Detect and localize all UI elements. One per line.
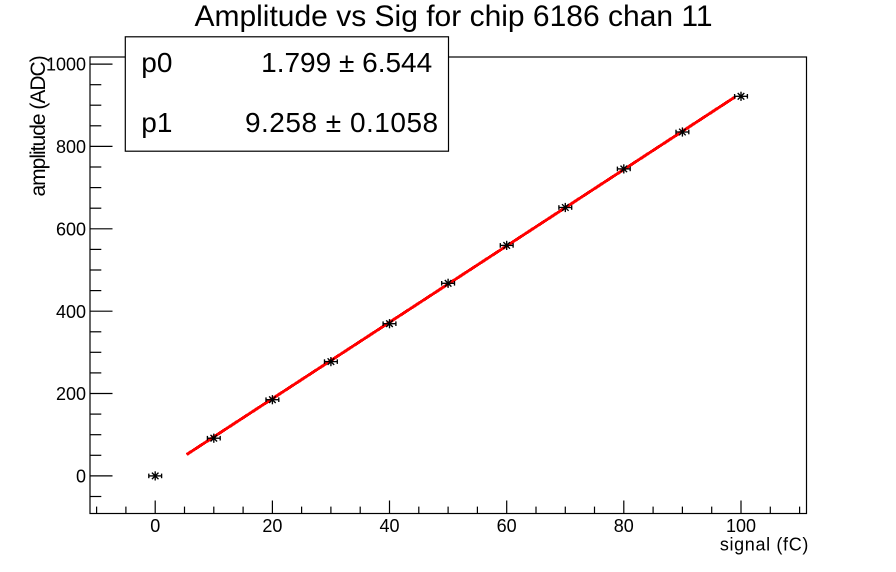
- svg-text:1.799 ± 6.544: 1.799 ± 6.544: [261, 47, 432, 78]
- svg-text:100: 100: [726, 516, 756, 536]
- svg-text:p0: p0: [141, 47, 172, 78]
- svg-text:800: 800: [56, 137, 86, 157]
- svg-text:1000: 1000: [46, 55, 86, 75]
- svg-text:signal (fC): signal (fC): [720, 535, 809, 555]
- svg-text:0: 0: [76, 467, 86, 487]
- svg-text:9.258 ± 0.1058: 9.258 ± 0.1058: [245, 107, 439, 138]
- svg-text:20: 20: [262, 516, 282, 536]
- svg-text:80: 80: [614, 516, 634, 536]
- svg-text:400: 400: [56, 302, 86, 322]
- svg-text:0: 0: [150, 516, 160, 536]
- svg-text:amplitude (ADC): amplitude (ADC): [27, 56, 50, 196]
- svg-text:Amplitude vs Sig for chip 6186: Amplitude vs Sig for chip 6186 chan 11: [194, 0, 712, 33]
- svg-text:60: 60: [497, 516, 517, 536]
- svg-text:200: 200: [56, 384, 86, 404]
- svg-text:40: 40: [379, 516, 399, 536]
- svg-text:p1: p1: [141, 107, 172, 138]
- svg-text:600: 600: [56, 219, 86, 239]
